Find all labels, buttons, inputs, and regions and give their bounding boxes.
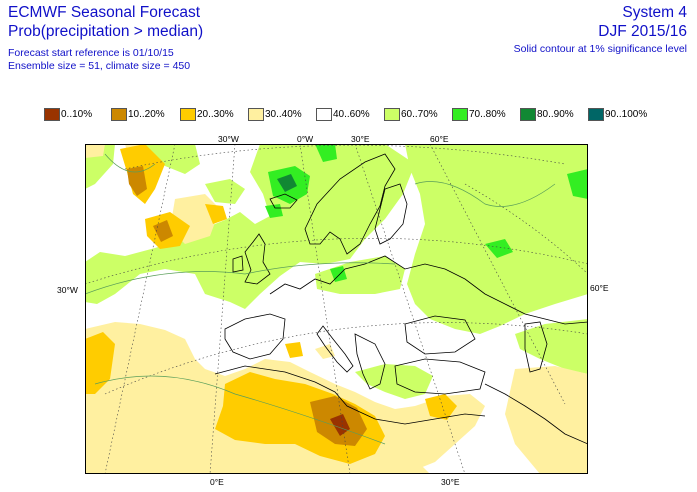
legend-swatch [384,108,400,121]
legend-label: 80..90% [537,109,574,120]
legend-label: 0..10% [61,109,93,120]
legend-label: 40..60% [333,109,370,120]
legend-swatch [588,108,604,121]
chart-variable: Prob(precipitation > median) [8,23,204,40]
contour-note: Solid contour at 1% significance level [513,43,687,55]
graticule-label-top: 30°E [351,134,370,144]
legend-swatch [180,108,196,121]
legend-label: 90..100% [605,109,648,120]
graticule-label-top: 60°E [430,134,449,144]
legend-swatch [44,108,60,121]
graticule [85,144,588,474]
very-wet-area [277,174,297,192]
graticule-label-right: 60°E [590,283,609,293]
significance-contours [85,153,556,445]
legend-label: 30..40% [265,109,302,120]
season-label: DJF 2015/16 [598,23,687,40]
legend-swatch [520,108,536,121]
legend-swatch [111,108,127,121]
coastlines [214,153,588,445]
graticule-label-top: 0°W [297,134,314,144]
legend-label: 20..30% [197,109,234,120]
graticule-label-top: 30°W [218,134,239,144]
graticule-label-bottom: 30°E [441,477,460,487]
legend-label: 70..80% [469,109,506,120]
legend-swatch [452,108,468,121]
legend-swatch [316,108,332,121]
graticule-label-bottom: 0°E [210,477,224,487]
system-label: System 4 [622,4,687,21]
wet-signal-areas [85,144,588,416]
legend-swatch [248,108,264,121]
chart-title: ECMWF Seasonal Forecast [8,4,201,21]
legend-label: 60..70% [401,109,438,120]
legend-label: 10..20% [128,109,165,120]
forecast-map [85,144,588,474]
ensemble-size-text: Ensemble size = 51, climate size = 450 [8,60,191,72]
driest-area [330,414,350,436]
graticule-label-left: 30°W [57,285,78,295]
forecast-start-text: Forecast start reference is 01/10/15 [8,47,174,59]
